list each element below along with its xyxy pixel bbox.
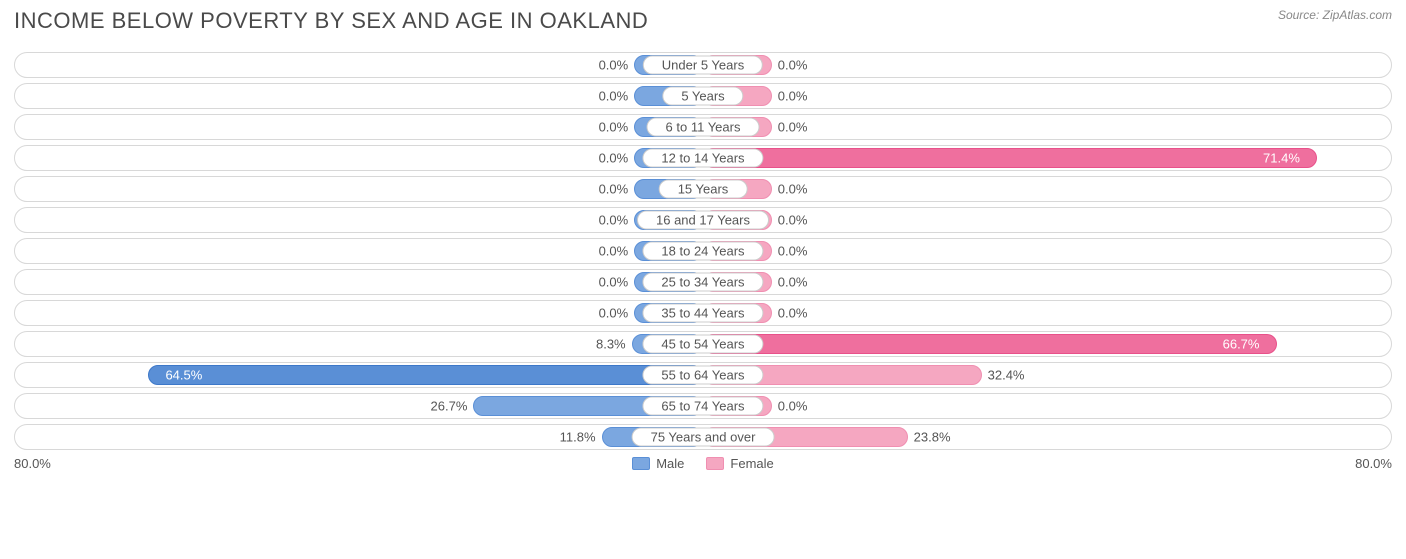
chart-row: 0.0% 0.0% 16 and 17 Years [14,207,1392,233]
legend-male-swatch [632,457,650,470]
male-value: 0.0% [599,182,629,197]
chart-row: 8.3% 66.7% 45 to 54 Years [14,331,1392,357]
category-label: 15 Years [659,180,748,199]
male-value: 0.0% [599,151,629,166]
chart-rows: 0.0%0.0%Under 5 Years0.0%0.0%5 Years0.0%… [14,52,1392,450]
legend-male-label: Male [656,456,684,471]
female-value: 0.0% [778,120,808,135]
chart-source: Source: ZipAtlas.com [1278,8,1392,22]
legend-female-label: Female [730,456,773,471]
category-label: 35 to 44 Years [642,304,763,323]
category-label: 45 to 54 Years [642,335,763,354]
female-value: 0.0% [778,182,808,197]
category-label: 55 to 64 Years [642,366,763,385]
female-value: 0.0% [778,89,808,104]
legend: Male Female [632,456,774,471]
chart-title: INCOME BELOW POVERTY BY SEX AND AGE IN O… [14,8,648,34]
chart-row: 0.0% 0.0% 6 to 11 Years [14,114,1392,140]
female-value: 0.0% [778,58,808,73]
male-value: 0.0% [599,89,629,104]
female-value: 0.0% [778,275,808,290]
category-label: 5 Years [662,87,743,106]
male-value: 0.0% [599,120,629,135]
chart-row: 0.0% 0.0% 25 to 34 Years [14,269,1392,295]
poverty-chart: INCOME BELOW POVERTY BY SEX AND AGE IN O… [0,0,1406,559]
male-value: 0.0% [599,306,629,321]
male-value: 0.0% [599,58,629,73]
category-label: 6 to 11 Years [647,118,760,137]
legend-female: Female [706,456,773,471]
category-label: Under 5 Years [643,56,763,75]
chart-row: 0.0% 0.0% 15 Years [14,176,1392,202]
chart-row: 26.7% 0.0% 65 to 74 Years [14,393,1392,419]
chart-row: 0.0% 0.0% Under 5 Years [14,52,1392,78]
male-value: 64.5% [165,368,202,383]
category-label: 18 to 24 Years [642,242,763,261]
female-bar [703,148,1317,168]
chart-header: INCOME BELOW POVERTY BY SEX AND AGE IN O… [14,8,1392,34]
legend-male: Male [632,456,684,471]
male-value: 26.7% [431,399,468,414]
chart-footer: 80.0% Male Female 80.0% [14,456,1392,471]
female-value: 0.0% [778,244,808,259]
chart-row: 0.0% 0.0% 35 to 44 Years [14,300,1392,326]
female-value: 32.4% [988,368,1025,383]
category-label: 65 to 74 Years [642,397,763,416]
female-value: 0.0% [778,399,808,414]
category-label: 25 to 34 Years [642,273,763,292]
female-value: 23.8% [914,430,951,445]
female-value: 71.4% [1263,151,1300,166]
chart-row: 0.0% 0.0% 5 Years [14,83,1392,109]
chart-row: 0.0% 0.0% 18 to 24 Years [14,238,1392,264]
legend-female-swatch [706,457,724,470]
male-value: 8.3% [596,337,626,352]
male-value: 0.0% [599,213,629,228]
male-value: 0.0% [599,275,629,290]
chart-row: 64.5% 32.4% 55 to 64 Years [14,362,1392,388]
male-value: 0.0% [599,244,629,259]
category-label: 12 to 14 Years [642,149,763,168]
female-value: 66.7% [1223,337,1260,352]
female-value: 0.0% [778,213,808,228]
female-value: 0.0% [778,306,808,321]
category-label: 16 and 17 Years [637,211,769,230]
male-bar [148,365,703,385]
category-label: 75 Years and over [632,428,775,447]
axis-left-max: 80.0% [14,456,51,471]
axis-right-max: 80.0% [1355,456,1392,471]
male-value: 11.8% [560,430,596,445]
chart-row: 11.8% 23.8% 75 Years and over [14,424,1392,450]
chart-row: 0.0% 71.4% 12 to 14 Years [14,145,1392,171]
female-bar [703,334,1277,354]
